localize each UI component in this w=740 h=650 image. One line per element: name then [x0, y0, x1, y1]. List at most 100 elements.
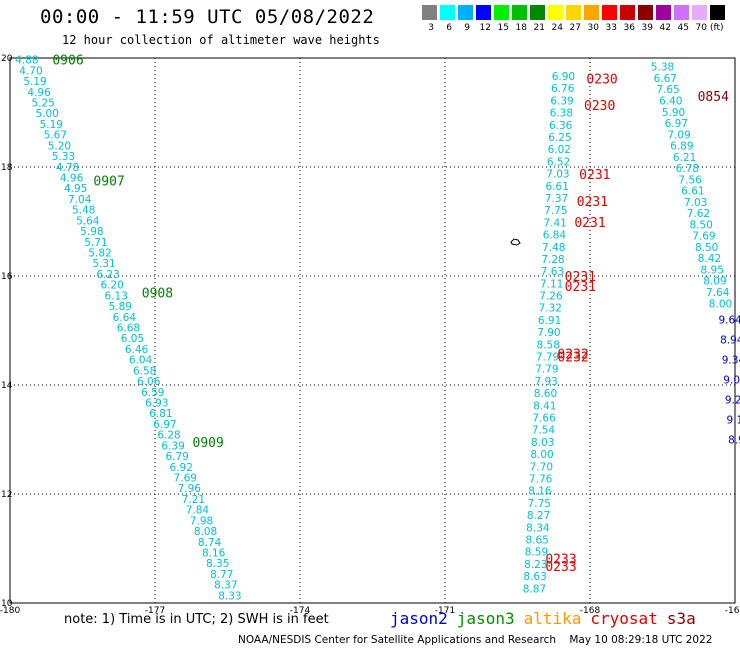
pass-time-label: 0908: [142, 286, 173, 301]
wave-height-value: 7.32: [539, 303, 562, 315]
wave-height-value: 8.16: [528, 486, 552, 498]
wave-height-value: 7.03: [684, 197, 707, 209]
wave-height-value: 7.98: [190, 515, 213, 527]
wave-height-value: 7.41: [543, 217, 566, 229]
wave-height-value: 6.52: [547, 156, 570, 168]
legend-label: 3: [428, 23, 434, 33]
wave-height-value: 8.95: [701, 264, 724, 276]
wave-height-value: 7.79: [536, 352, 559, 364]
wave-height-value: 4.96: [27, 87, 51, 99]
legend-swatch: [638, 5, 653, 20]
legend-swatch: [566, 5, 581, 20]
wave-height-value: 7.65: [656, 84, 679, 96]
wave-height-value: 6.13: [105, 290, 128, 302]
legend-swatch: [494, 5, 509, 20]
wave-height-value: 8.03: [531, 437, 554, 449]
legend-swatch: [476, 5, 491, 20]
wave-height-value: 7.70: [530, 461, 553, 473]
wave-height-value: 6.28: [157, 430, 180, 442]
wave-height-value: 7.48: [542, 242, 565, 254]
wave-height-value: 5.20: [48, 140, 71, 152]
y-tick-label: 14: [1, 381, 13, 391]
wave-height-value: 8.23: [524, 559, 547, 571]
wave-height-value: 5.19: [40, 119, 63, 131]
wave-height-value: 7.37: [545, 193, 568, 205]
legend-label: 9: [464, 23, 470, 33]
legend-label: 27: [569, 23, 581, 33]
wave-height-value: 7.79: [535, 364, 558, 376]
wave-height-value: 7.69: [174, 473, 197, 485]
wave-height-value: 6.39: [550, 95, 573, 107]
wave-height-value: 8.94: [720, 335, 740, 347]
legend-swatch: [458, 5, 473, 20]
wave-height-value: 8.41: [533, 400, 556, 412]
wave-height-value: 8.58: [537, 339, 560, 351]
axis-ticks: -180 -177 -174 -171 -168 -165 20 18 16 14 12 10: [0, 54, 740, 616]
wave-height-value: 6.97: [153, 419, 176, 431]
wave-height-value: 5.67: [44, 130, 67, 142]
wave-height-value: 6.67: [654, 73, 677, 85]
wave-height-value: 6.84: [543, 230, 567, 242]
wave-height-value: 7.90: [537, 327, 560, 339]
wave-height-value: 6.61: [681, 186, 704, 198]
wave-height-value: 6.25: [548, 132, 571, 144]
legend-swatch: [710, 5, 725, 20]
wave-height-value: 8.65: [525, 534, 548, 546]
wave-height-value: 6.59: [141, 387, 164, 399]
legend-swatch: [584, 5, 599, 20]
wave-height-value: 5.89: [109, 301, 132, 313]
legend-swatch: [548, 5, 563, 20]
satellite-cryosat: cryosat: [590, 609, 658, 628]
wave-height-value: 6.06: [137, 376, 161, 388]
pass-time-label: 0907: [93, 175, 124, 190]
satellite-legend: jason2 jason3 altika cryosat s3a: [390, 609, 705, 628]
y-tick-label: 18: [1, 163, 13, 173]
wave-height-value: 5.00: [36, 108, 59, 120]
wave-height-value: 6.89: [670, 141, 693, 153]
legend-label: 30: [587, 23, 599, 33]
pass-time-label: 0231: [579, 168, 610, 183]
wave-height-value: 4.95: [64, 183, 87, 195]
wave-height-value: 7.93: [534, 376, 557, 388]
legend-label: 45: [677, 23, 689, 33]
wave-height-value: 8.00: [709, 298, 732, 310]
wave-height-value: 8.98: [728, 435, 740, 447]
wave-height-value: 7.04: [68, 194, 92, 206]
legend-label: 36: [623, 23, 635, 33]
wave-height-value: 7.66: [532, 413, 556, 425]
wave-height-value: 7.84: [186, 505, 210, 517]
wave-height-value: 4.70: [19, 65, 42, 77]
wave-height-value: 8.50: [689, 219, 712, 231]
wave-height-value: 5.31: [92, 258, 115, 270]
legend-swatch: [422, 5, 437, 20]
y-tick-label: 16: [1, 272, 13, 282]
wave-height-value: 8.50: [695, 242, 718, 254]
wave-height-value: 5.38: [651, 62, 674, 74]
legend-label: 33: [605, 23, 617, 33]
wave-height-value: 6.20: [100, 280, 123, 292]
wave-height-value: 7.26: [539, 291, 563, 303]
legend-label: 21: [533, 23, 545, 33]
wave-height-value: 7.09: [667, 129, 690, 141]
wave-height-value: 7.54: [532, 425, 556, 437]
wave-height-value: 8.42: [698, 253, 721, 265]
pass-time-label: 0231: [574, 216, 605, 231]
wave-height-value: 4.96: [60, 172, 84, 184]
wave-height-value: 6.64: [113, 312, 137, 324]
wave-height-value: 5.64: [76, 215, 100, 227]
legend-swatch: [620, 5, 635, 20]
wave-height-value: 6.61: [546, 181, 569, 193]
wave-height-value: 8.60: [534, 388, 557, 400]
wave-height-value: 6.58: [133, 365, 156, 377]
satellite-jason2: jason2: [390, 609, 448, 628]
wave-height-value: 8.37: [214, 580, 237, 592]
wave-height-value: 5.82: [88, 247, 111, 259]
satellite-jason3: jason3: [456, 609, 515, 628]
pass-time-label: 0231: [565, 280, 596, 295]
pass-time-label: 0231: [577, 195, 608, 210]
pass-time-label: 0233: [545, 552, 576, 567]
wave-height-value: 6.40: [659, 96, 682, 108]
page-title: 00:00 - 11:59 UTC 05/08/2022: [40, 6, 375, 28]
wave-height-value: 8.35: [206, 558, 229, 570]
wave-height-value: 7.03: [546, 169, 569, 181]
